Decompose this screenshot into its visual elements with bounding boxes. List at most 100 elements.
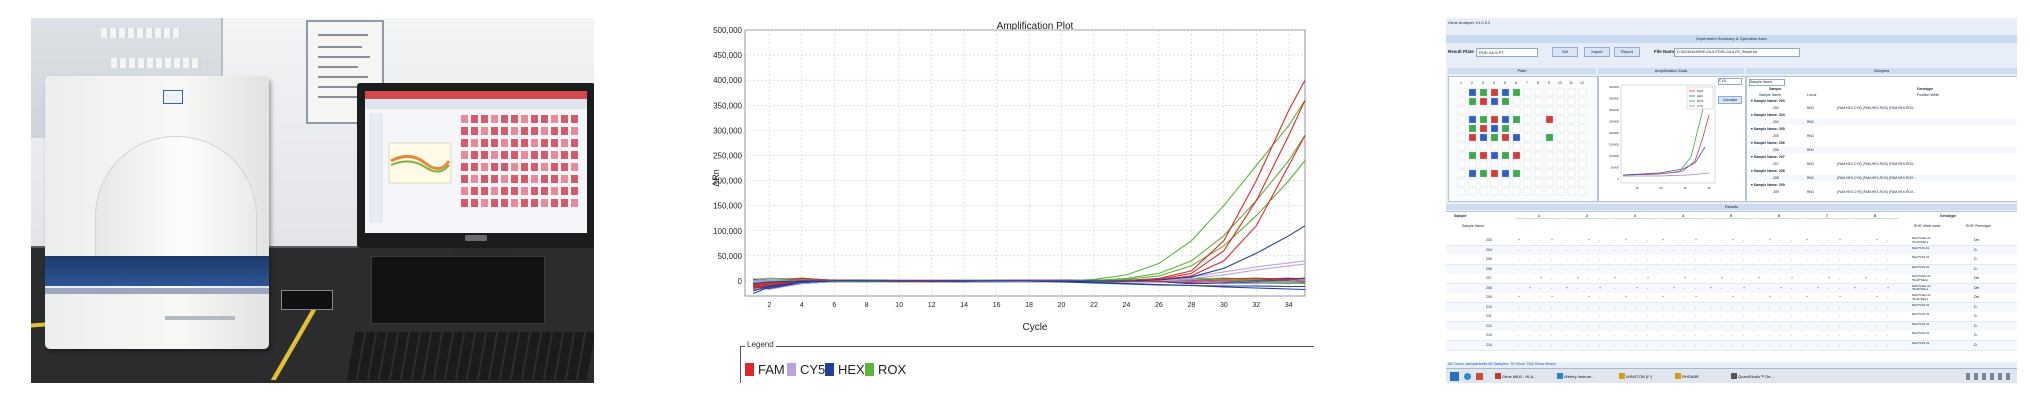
plate-well[interactable]: [1490, 115, 1499, 124]
browser-icon[interactable]: [1464, 373, 1471, 380]
plate-well[interactable]: [1534, 97, 1543, 106]
sample-row[interactable]: 207 RhD (FAM,HEX,CY5) (FAM,HEX,ROX) (FAM,H…: [1747, 161, 2017, 167]
plate-well[interactable]: [1501, 133, 1510, 142]
plate-well[interactable]: [1457, 142, 1466, 151]
plate-well[interactable]: [1534, 151, 1543, 160]
sample-group-header[interactable]: ▾ Sample Name: 204: [1751, 113, 1785, 117]
plate-well[interactable]: [1578, 178, 1587, 187]
sample-row[interactable]: 204 RhD: [1747, 119, 2017, 125]
plate-well[interactable]: [1567, 151, 1576, 160]
plate-well[interactable]: [1523, 169, 1532, 178]
plate-well[interactable]: [1457, 124, 1466, 133]
plate-well[interactable]: [1578, 142, 1587, 151]
plate-well[interactable]: [1545, 160, 1554, 169]
plate-well[interactable]: [1556, 151, 1565, 160]
plate-well[interactable]: [1512, 178, 1521, 187]
plate-well[interactable]: [1490, 133, 1499, 142]
plate-well[interactable]: [1501, 88, 1510, 97]
start-icon[interactable]: [1450, 372, 1459, 381]
sample-row[interactable]: 206 RhD: [1747, 147, 2017, 153]
plate-well[interactable]: [1567, 160, 1576, 169]
plate-well[interactable]: [1468, 124, 1477, 133]
plate-well[interactable]: [1556, 187, 1565, 196]
sample-group-header[interactable]: ▾ Sample Name: 205: [1751, 127, 1785, 131]
plate-well[interactable]: [1578, 115, 1587, 124]
sample-group-header[interactable]: ▾ Sample Name: 208: [1751, 169, 1785, 173]
plate-well[interactable]: [1556, 124, 1565, 133]
result-row[interactable]: 213 - - - - - - - - - - - - - - - - - - - - - - - - - - - - - - - - RHD*0…: [1446, 331, 2017, 341]
sample-filter-select[interactable]: Sample Name: [1749, 79, 1785, 86]
plate-well[interactable]: [1457, 160, 1466, 169]
plate-well[interactable]: [1556, 169, 1565, 178]
plate-well[interactable]: [1468, 187, 1477, 196]
plate-well[interactable]: [1490, 124, 1499, 133]
plate-well[interactable]: [1545, 169, 1554, 178]
plate-well[interactable]: [1479, 97, 1488, 106]
plate-well[interactable]: [1479, 142, 1488, 151]
plate-well[interactable]: [1567, 97, 1576, 106]
plate-well[interactable]: [1556, 133, 1565, 142]
sample-group-header[interactable]: ▾ Sample Name: 209: [1751, 183, 1785, 187]
plate-well[interactable]: [1479, 169, 1488, 178]
plate-well[interactable]: [1512, 124, 1521, 133]
result-row[interactable]: 212 - - - - - - - - - - - - - - - - - - - - - - - - - - - - - - - - RHD*0…: [1446, 321, 2017, 332]
plate-well[interactable]: [1578, 133, 1587, 142]
plate-well[interactable]: [1545, 88, 1554, 97]
plate-well[interactable]: [1490, 169, 1499, 178]
plate-well[interactable]: [1468, 133, 1477, 142]
plate-well[interactable]: [1578, 97, 1587, 106]
plate-well[interactable]: [1468, 142, 1477, 151]
plate-well[interactable]: [1578, 187, 1587, 196]
taskbar-item-rhdabr[interactable]: RHDABR: [1674, 372, 1734, 381]
plate-well[interactable]: [1490, 106, 1499, 115]
import-button[interactable]: Import: [1584, 47, 1610, 57]
plate-well[interactable]: [1501, 178, 1510, 187]
plate-well[interactable]: [1567, 106, 1576, 115]
plate-well[interactable]: [1578, 169, 1587, 178]
plate-well[interactable]: [1479, 124, 1488, 133]
plate-well[interactable]: [1556, 97, 1565, 106]
plate-well[interactable]: [1534, 124, 1543, 133]
plate-well[interactable]: [1567, 142, 1576, 151]
plate-well[interactable]: [1490, 160, 1499, 169]
plate-well[interactable]: [1479, 106, 1488, 115]
plate-well[interactable]: [1468, 169, 1477, 178]
taskbar-item-quantstudio[interactable]: QuantStudio™ De...: [1730, 372, 1802, 381]
plate-well[interactable]: [1523, 97, 1532, 106]
plate-well[interactable]: [1556, 142, 1565, 151]
plate-well[interactable]: [1534, 106, 1543, 115]
plate-well[interactable]: [1468, 106, 1477, 115]
plate-well[interactable]: [1501, 115, 1510, 124]
plate-well[interactable]: [1523, 178, 1532, 187]
plate-well[interactable]: [1512, 88, 1521, 97]
plate-well[interactable]: [1512, 151, 1521, 160]
plate-well[interactable]: [1545, 187, 1554, 196]
file-name-input[interactable]: D:\20230404\RHD-2A-5-P2\RD-2A-5-RZ_Resul…: [1674, 48, 1800, 57]
report-button[interactable]: Report: [1614, 47, 1640, 57]
result-row[interactable]: 204 - - - - - - - - - - - - - - - - - - - - - - - - - - - - - - - - RHD*0…: [1446, 245, 2017, 256]
taskbar-item-gene[interactable]: Gene 8600 - HLA...: [1494, 372, 1560, 381]
plate-well[interactable]: [1512, 106, 1521, 115]
plate-well[interactable]: [1534, 133, 1543, 142]
sample-group-header[interactable]: ▾ Sample Name: 206: [1751, 141, 1785, 145]
plate-well[interactable]: [1501, 142, 1510, 151]
plate-well[interactable]: [1578, 106, 1587, 115]
result-row[interactable]: 209 + - - + - - + - - + - - + - - + - - + - - + - - + - - + - - + - RHD*0…: [1446, 293, 2017, 303]
plate-well[interactable]: [1479, 88, 1488, 97]
sample-row[interactable]: 208 RhD (FAM,HEX,CY5) (FAM,HEX,ROX) (FAM,H…: [1747, 175, 2017, 181]
plate-well[interactable]: [1512, 187, 1521, 196]
plate-well[interactable]: [1479, 133, 1488, 142]
plate-well[interactable]: [1490, 187, 1499, 196]
plate-well[interactable]: [1567, 178, 1576, 187]
plate-well[interactable]: [1468, 178, 1477, 187]
plate-well[interactable]: [1512, 133, 1521, 142]
plate-well[interactable]: [1567, 115, 1576, 124]
sample-row[interactable]: 205 RhD: [1747, 133, 2017, 139]
plate-well[interactable]: [1457, 115, 1466, 124]
plate-well[interactable]: [1457, 88, 1466, 97]
plate-well[interactable]: [1457, 187, 1466, 196]
plate-well[interactable]: [1578, 124, 1587, 133]
plate-well[interactable]: [1479, 160, 1488, 169]
calculate-button[interactable]: Calculate: [1718, 96, 1742, 104]
result-plate-select[interactable]: RHD-2A-5-PT: [1476, 48, 1538, 57]
